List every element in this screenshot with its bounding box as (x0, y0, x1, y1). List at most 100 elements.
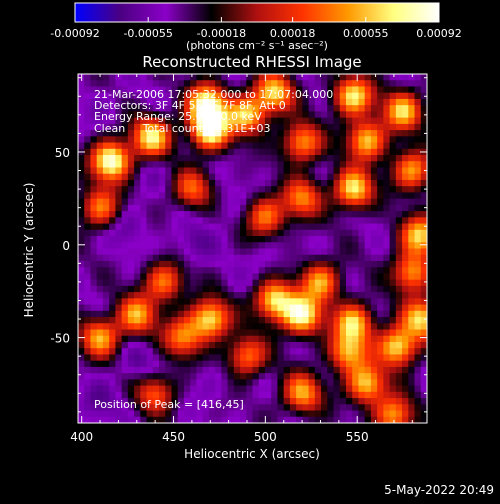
heatmap-cell (296, 173, 303, 181)
heatmap-cell (152, 416, 160, 423)
heatmap-cell (208, 142, 216, 150)
heatmap-cell (258, 142, 266, 150)
heatmap-cell (408, 123, 415, 131)
heatmap-cell (208, 373, 216, 380)
heatmap-cell (264, 167, 272, 175)
heatmap-cell (358, 236, 366, 243)
heatmap-cell (190, 98, 197, 106)
heatmap-cell (115, 341, 123, 349)
heatmap-cell (240, 242, 247, 249)
heatmap-cell (408, 341, 415, 349)
heatmap-cell (121, 86, 129, 94)
heatmap-cell (177, 223, 185, 231)
heatmap-cell (358, 117, 366, 125)
heatmap-cell (171, 86, 179, 94)
heatmap-cell (358, 285, 366, 293)
heatmap-cell (420, 348, 427, 355)
heatmap-cell (109, 373, 116, 380)
heatmap-cell (420, 80, 427, 87)
heatmap-cell (134, 317, 141, 324)
heatmap-cell (370, 198, 378, 206)
heatmap-cell (140, 404, 147, 411)
heatmap-cell (227, 223, 235, 231)
heatmap-cell (258, 130, 266, 137)
heatmap-cell (233, 211, 241, 218)
heatmap-cell (134, 373, 141, 380)
heatmap-cell (233, 410, 241, 418)
heatmap-cell (277, 86, 285, 94)
heatmap-cell (215, 379, 222, 387)
heatmap-cell (383, 416, 391, 423)
heatmap-cell (395, 142, 403, 150)
heatmap-cell (408, 310, 415, 318)
heatmap-cell (78, 123, 85, 131)
heatmap-cell (327, 74, 334, 81)
heatmap-cell (333, 260, 341, 268)
heatmap-cell (152, 198, 160, 206)
heatmap-cell (352, 242, 359, 249)
heatmap-cell (296, 217, 303, 224)
heatmap-cell (221, 242, 228, 249)
heatmap-cell (345, 348, 353, 355)
heatmap-cell (183, 161, 191, 168)
heatmap-cell (146, 155, 154, 162)
heatmap-cell (358, 292, 366, 299)
heatmap-cell (370, 98, 378, 106)
heatmap-cell (296, 161, 303, 168)
heatmap-cell (233, 304, 241, 312)
heatmap-cell (252, 398, 260, 405)
heatmap-cell (358, 360, 366, 368)
heatmap-cell (383, 229, 391, 237)
heatmap-cell (102, 204, 110, 212)
annotation-clean-counts: Clean Total counts: 2.31E+03 (94, 122, 271, 135)
heatmap-cell (152, 260, 160, 268)
heatmap-cell (389, 323, 397, 330)
heatmap-cell (233, 236, 241, 243)
heatmap-cell (165, 148, 172, 156)
heatmap-cell (339, 248, 347, 256)
heatmap-cell (327, 236, 334, 243)
heatmap-cell (115, 223, 123, 231)
heatmap-cell (140, 385, 147, 393)
heatmap-cell (283, 92, 291, 100)
heatmap-cell (240, 173, 247, 181)
heatmap-cell (121, 404, 129, 411)
heatmap-cell (258, 310, 266, 318)
heatmap-cell (395, 198, 403, 206)
heatmap-cell (208, 329, 216, 337)
heatmap-cell (339, 373, 347, 380)
heatmap-cell (183, 111, 191, 119)
heatmap-cell (370, 192, 378, 200)
heatmap-cell (333, 92, 341, 100)
heatmap-cell (159, 186, 166, 193)
heatmap-cell (215, 148, 222, 156)
heatmap-cell (96, 292, 104, 299)
heatmap-cell (339, 267, 347, 274)
heatmap-cell (183, 98, 191, 106)
heatmap-cell (258, 335, 266, 343)
heatmap-cell (408, 161, 415, 168)
heatmap-cell (227, 323, 235, 330)
heatmap-cell (264, 217, 272, 224)
heatmap-cell (221, 155, 228, 162)
heatmap-cell (283, 142, 291, 150)
heatmap-cell (109, 173, 116, 181)
heatmap-cell (78, 317, 85, 324)
heatmap-cell (208, 123, 216, 131)
heatmap-cell (134, 148, 141, 156)
heatmap-cell (377, 148, 384, 156)
heatmap-cell (302, 416, 309, 423)
heatmap-cell (84, 323, 91, 330)
heatmap-cell (377, 80, 384, 87)
heatmap-cell (333, 360, 341, 368)
heatmap-cell (252, 366, 260, 374)
heatmap-cell (408, 260, 415, 268)
heatmap-cell (308, 186, 316, 193)
heatmap-cell (289, 161, 297, 168)
heatmap-cell (140, 304, 147, 312)
heatmap-cell (159, 130, 166, 137)
heatmap-cell (190, 404, 197, 411)
heatmap-cell (364, 105, 372, 112)
heatmap-cell (208, 341, 216, 349)
heatmap-cell (215, 186, 222, 193)
